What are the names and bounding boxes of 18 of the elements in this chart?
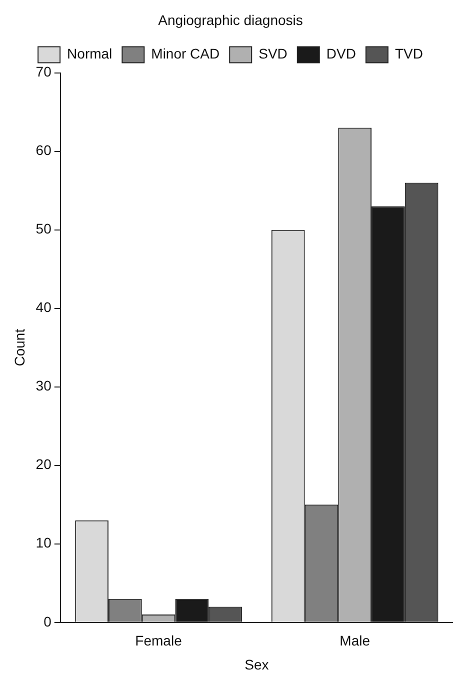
y-tick-label: 70 bbox=[36, 64, 52, 80]
y-tick-label: 40 bbox=[36, 299, 52, 316]
y-tick-label: 0 bbox=[44, 613, 52, 630]
legend-label: TVD bbox=[394, 46, 423, 62]
y-tick-label: 60 bbox=[36, 142, 52, 158]
legend-label: DVD bbox=[326, 46, 356, 62]
y-tick-label: 20 bbox=[36, 456, 52, 472]
x-tick-label: Male bbox=[340, 632, 370, 649]
legend-label: Normal bbox=[67, 46, 112, 62]
legend-label: Minor CAD bbox=[151, 46, 220, 62]
y-tick-label: 10 bbox=[36, 534, 52, 551]
x-axis-title: Sex bbox=[244, 656, 269, 672]
y-tick-label: 30 bbox=[36, 378, 52, 394]
legend-label: SVD bbox=[258, 46, 288, 62]
y-tick-label: 50 bbox=[36, 220, 52, 237]
x-tick-label: Female bbox=[135, 632, 182, 649]
y-axis-title: Count bbox=[11, 328, 28, 366]
legend-title: Angiographic diagnosis bbox=[158, 12, 303, 28]
